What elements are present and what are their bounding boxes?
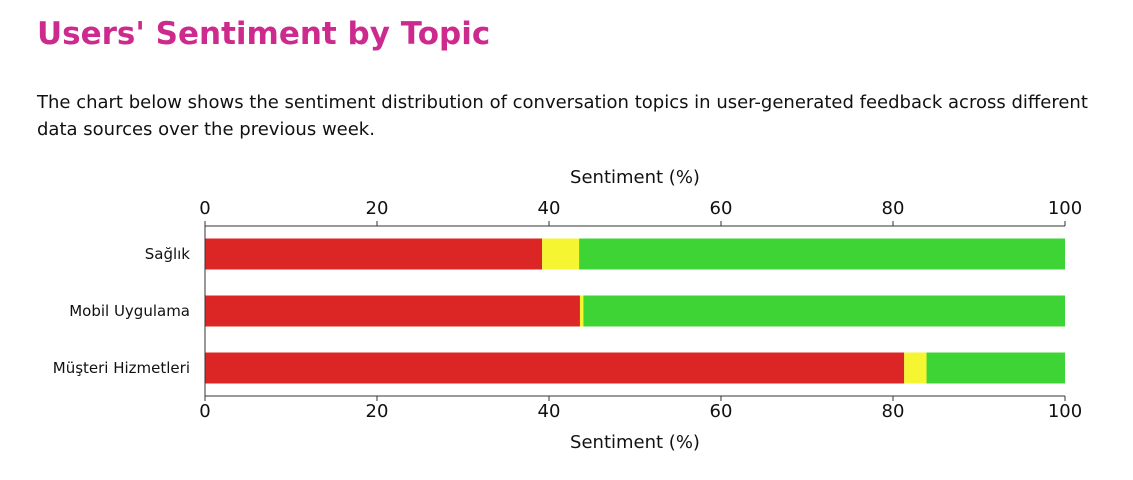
top-tick-label: 40 (538, 198, 561, 219)
bars-layer (205, 238, 1065, 384)
bar-segment-3-1 (205, 352, 905, 384)
top-tick-label: 60 (710, 198, 733, 219)
bar-segment-1-2 (542, 238, 580, 270)
category-label: Müşteri Hizmetleri (53, 359, 190, 377)
bottom-tick-label: 60 (710, 401, 733, 422)
top-tick-label: 100 (1048, 198, 1082, 219)
bar-segment-1-3 (579, 238, 1065, 270)
axes-layer: Sağlık Mobil Uygulama Müşteri Hizmetleri 0 0… (53, 167, 1082, 453)
page-title: Users' Sentiment by Topic (37, 16, 491, 52)
bar-segment-2-2 (579, 295, 584, 327)
top-tick-label: 0 (199, 198, 210, 219)
bar-segment-2-3 (583, 295, 1065, 327)
bar-segment-1-1 (205, 238, 543, 270)
bottom-tick-label: 40 (538, 401, 561, 422)
bottom-tick-label: 80 (882, 401, 905, 422)
category-label: Mobil Uygulama (69, 302, 190, 320)
sentiment-bar-chart: Sağlık Mobil Uygulama Müşteri Hizmetleri 0 0… (53, 167, 1082, 453)
bar-segment-2-1 (205, 295, 580, 327)
bottom-tick-label: 0 (199, 401, 210, 422)
top-tick-label: 20 (366, 198, 389, 219)
top-tick-label: 80 (882, 198, 905, 219)
bottom-tick-label: 100 (1048, 401, 1082, 422)
bar-segment-3-3 (926, 352, 1065, 384)
bar-segment-3-2 (904, 352, 927, 384)
bottom-axis-title: Sentiment (%) (570, 432, 700, 453)
category-label: Sağlık (145, 245, 191, 263)
bottom-tick-label: 20 (366, 401, 389, 422)
chart-description: The chart below shows the sentiment dist… (37, 92, 1088, 140)
top-axis-title: Sentiment (%) (570, 167, 700, 188)
